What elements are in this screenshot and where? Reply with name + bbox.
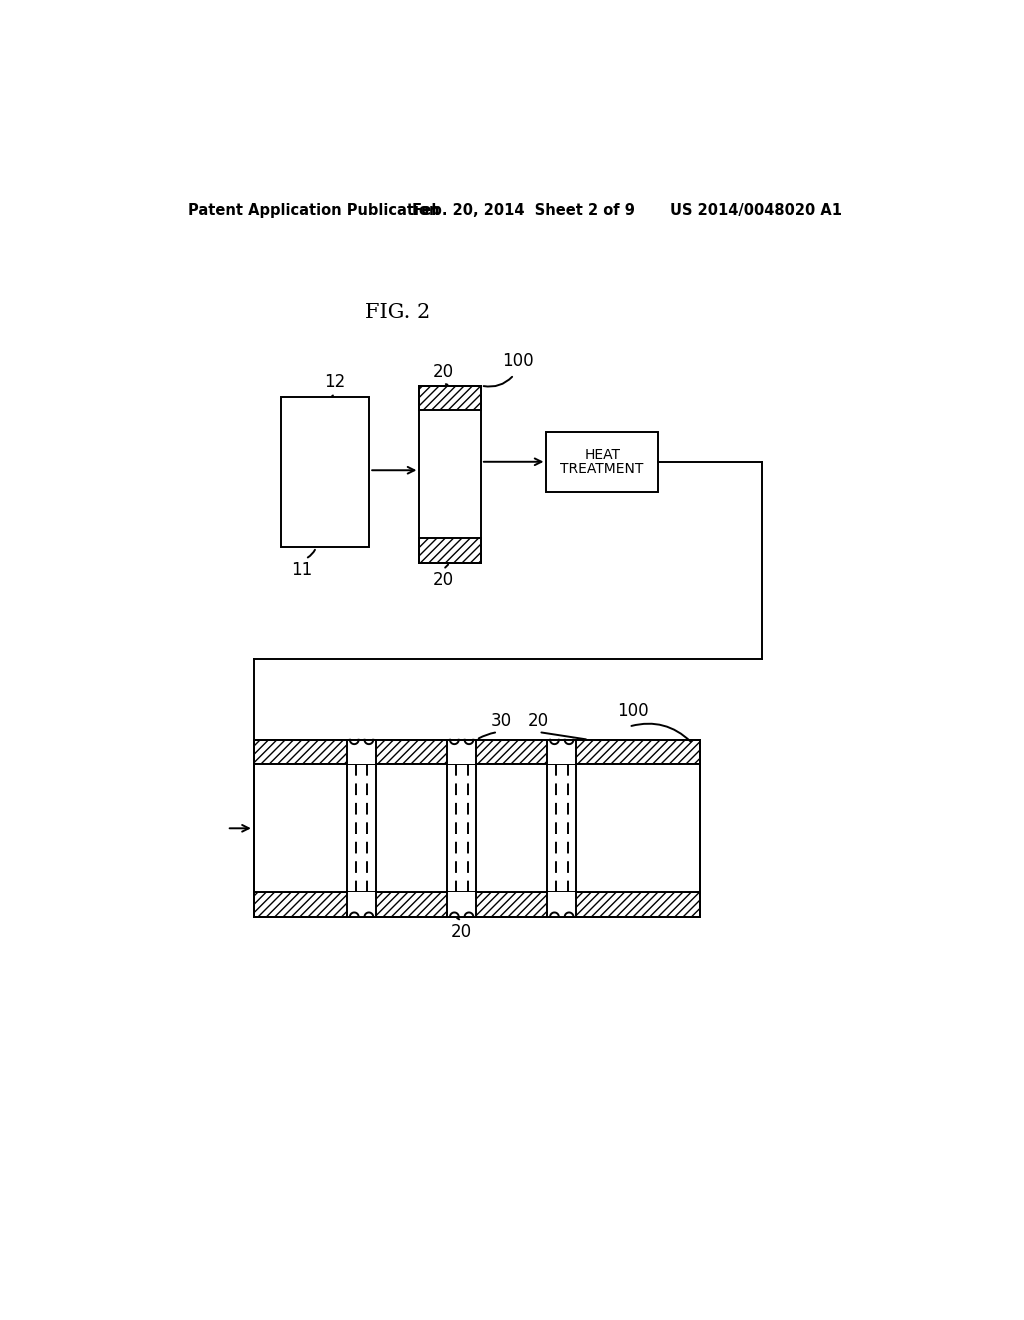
Text: 100: 100 [616,702,648,721]
Bar [447,892,476,917]
Bar [419,385,481,411]
Text: 20: 20 [528,711,549,730]
Bar [254,892,700,917]
Bar [347,739,376,764]
Text: 20: 20 [432,572,454,589]
Text: 11: 11 [291,561,312,579]
Bar [254,739,700,917]
Text: 30: 30 [492,711,512,730]
Bar [447,739,476,764]
Bar [347,892,376,917]
Bar [547,432,658,492]
Text: US 2014/0048020 A1: US 2014/0048020 A1 [670,203,842,218]
Text: FIG. 2: FIG. 2 [366,302,431,322]
Text: 100: 100 [502,352,534,370]
Bar [419,539,481,562]
Bar [419,385,481,562]
Text: Feb. 20, 2014  Sheet 2 of 9: Feb. 20, 2014 Sheet 2 of 9 [412,203,635,218]
Bar [254,764,700,892]
Bar [547,892,577,917]
Text: TREATMENT: TREATMENT [560,462,644,475]
Text: HEAT: HEAT [584,447,621,462]
Bar [547,739,577,764]
Text: 20: 20 [432,363,454,381]
Text: Patent Application Publication: Patent Application Publication [188,203,440,218]
Text: 12: 12 [324,372,345,391]
Bar [281,397,370,548]
Bar [254,739,700,764]
Text: 20: 20 [452,923,472,941]
Bar [419,411,481,539]
